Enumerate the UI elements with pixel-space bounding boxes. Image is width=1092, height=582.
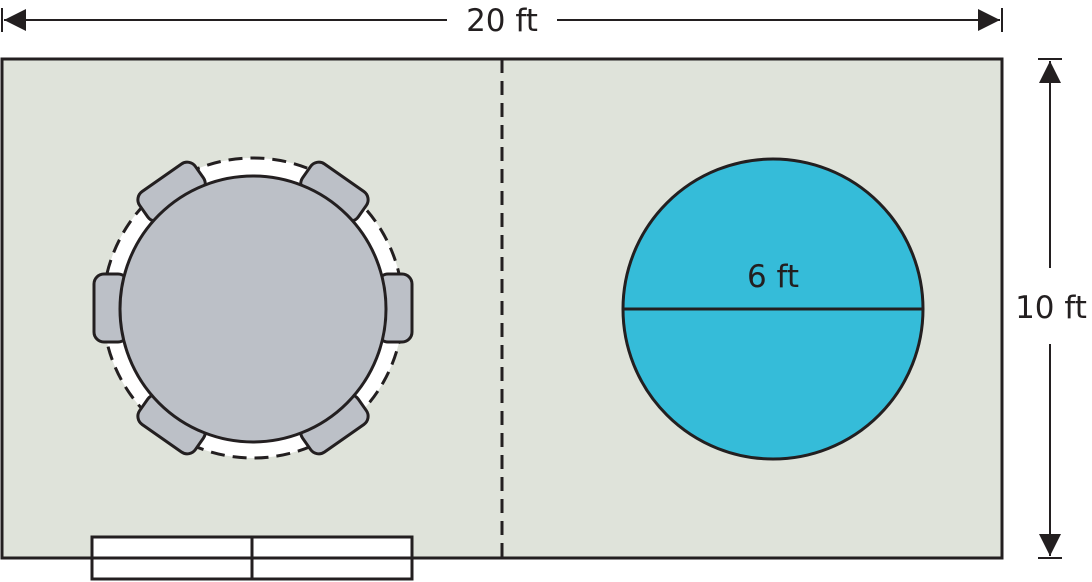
steps [90,535,414,581]
height-dimension: 10 ft [1015,58,1087,559]
height-label: 10 ft [1015,290,1087,326]
width-dimension: 20 ft [1,3,1003,39]
pool-diameter-label: 6 ft [747,259,799,295]
dining-table-set [92,156,414,460]
round-table [118,174,388,444]
chairs [92,160,414,456]
circular-pool: 6 ft [621,157,925,461]
width-label: 20 ft [466,3,538,39]
